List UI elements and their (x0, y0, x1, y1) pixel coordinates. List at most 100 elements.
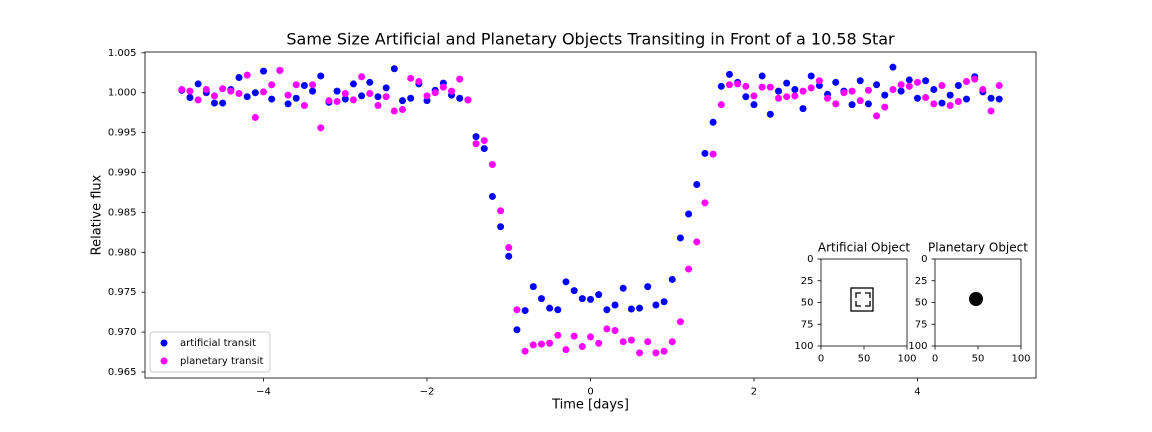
data-point (775, 94, 783, 102)
data-point (807, 84, 815, 92)
x-tick-label: 100 (897, 354, 916, 365)
data-point (742, 82, 750, 90)
data-point (815, 82, 823, 90)
y-tick-label: 0 (921, 254, 927, 265)
data-point (333, 97, 341, 105)
data-point (954, 97, 962, 105)
data-point (946, 101, 954, 109)
data-point (309, 87, 317, 95)
data-point (587, 333, 594, 341)
data-point (219, 99, 227, 107)
data-point (341, 95, 349, 103)
data-point (897, 87, 905, 95)
data-point (758, 72, 766, 80)
data-point (603, 306, 611, 314)
legend-label: artificial transit (180, 338, 256, 349)
data-point (995, 95, 1003, 103)
data-point (660, 298, 668, 306)
y-tick-label: 0 (807, 254, 813, 265)
data-point (309, 81, 317, 89)
data-point (930, 86, 938, 94)
data-point (513, 306, 521, 314)
data-point (570, 332, 578, 340)
data-point (587, 295, 594, 303)
data-point (268, 81, 276, 89)
data-point (472, 133, 480, 141)
data-point (423, 97, 431, 105)
data-point (251, 89, 259, 97)
x-tick-label: 2 (751, 387, 757, 398)
data-point (219, 85, 227, 93)
data-point (938, 99, 946, 107)
data-point (292, 81, 300, 89)
data-point (407, 94, 415, 102)
data-point (766, 110, 774, 118)
data-point (300, 101, 308, 109)
data-point (235, 74, 243, 82)
data-point (725, 70, 733, 78)
data-point (913, 94, 921, 102)
data-point (562, 278, 570, 286)
data-point (456, 94, 464, 102)
data-point (546, 339, 554, 347)
planet-disc (969, 292, 983, 306)
data-point (750, 92, 758, 100)
data-point (456, 75, 464, 83)
y-tick-label: 0.965 (108, 367, 137, 378)
data-point (807, 72, 815, 80)
legend-marker (160, 339, 168, 347)
data-point (987, 94, 995, 102)
x-tick-label: 50 (972, 354, 985, 365)
data-point (488, 192, 496, 200)
data-point (505, 244, 513, 252)
data-point (791, 92, 799, 100)
legend-label: planetary transit (180, 356, 263, 367)
data-point (317, 72, 325, 80)
data-point (693, 238, 701, 246)
data-point (317, 124, 325, 132)
data-point (505, 252, 513, 260)
legend-marker (160, 357, 168, 365)
x-tick-label: −2 (420, 387, 435, 398)
inset-title: Artificial Object (818, 241, 911, 255)
data-point (995, 82, 1003, 90)
data-point (913, 78, 921, 86)
data-point (897, 81, 905, 89)
data-point (619, 338, 627, 346)
data-point (922, 77, 930, 85)
data-point (717, 101, 725, 109)
data-point (382, 84, 390, 92)
data-point (611, 301, 619, 309)
object-detail (855, 292, 871, 307)
y-tick-label: 100 (794, 341, 813, 352)
data-point (374, 93, 382, 101)
data-point (210, 92, 218, 100)
data-point (709, 118, 717, 126)
data-point (799, 105, 807, 113)
data-point (611, 327, 619, 335)
data-point (595, 339, 603, 347)
data-point (619, 284, 627, 292)
data-point (202, 86, 210, 94)
x-tick-label: 4 (914, 387, 920, 398)
data-point (832, 78, 840, 86)
x-tick-label: 50 (858, 354, 871, 365)
data-point (848, 101, 856, 109)
data-point (717, 82, 725, 90)
data-point (693, 180, 701, 188)
data-point (930, 100, 938, 108)
data-point (734, 80, 742, 88)
data-point (398, 97, 406, 105)
data-point (431, 89, 439, 97)
data-point (799, 87, 807, 95)
data-point (268, 95, 276, 103)
data-point (864, 86, 872, 94)
data-point (251, 113, 259, 121)
data-point (815, 77, 823, 85)
data-point (390, 107, 398, 115)
data-point (766, 83, 774, 91)
data-point (873, 81, 881, 89)
data-point (578, 342, 586, 350)
data-point (349, 96, 357, 104)
plot-frame (144, 51, 1037, 379)
